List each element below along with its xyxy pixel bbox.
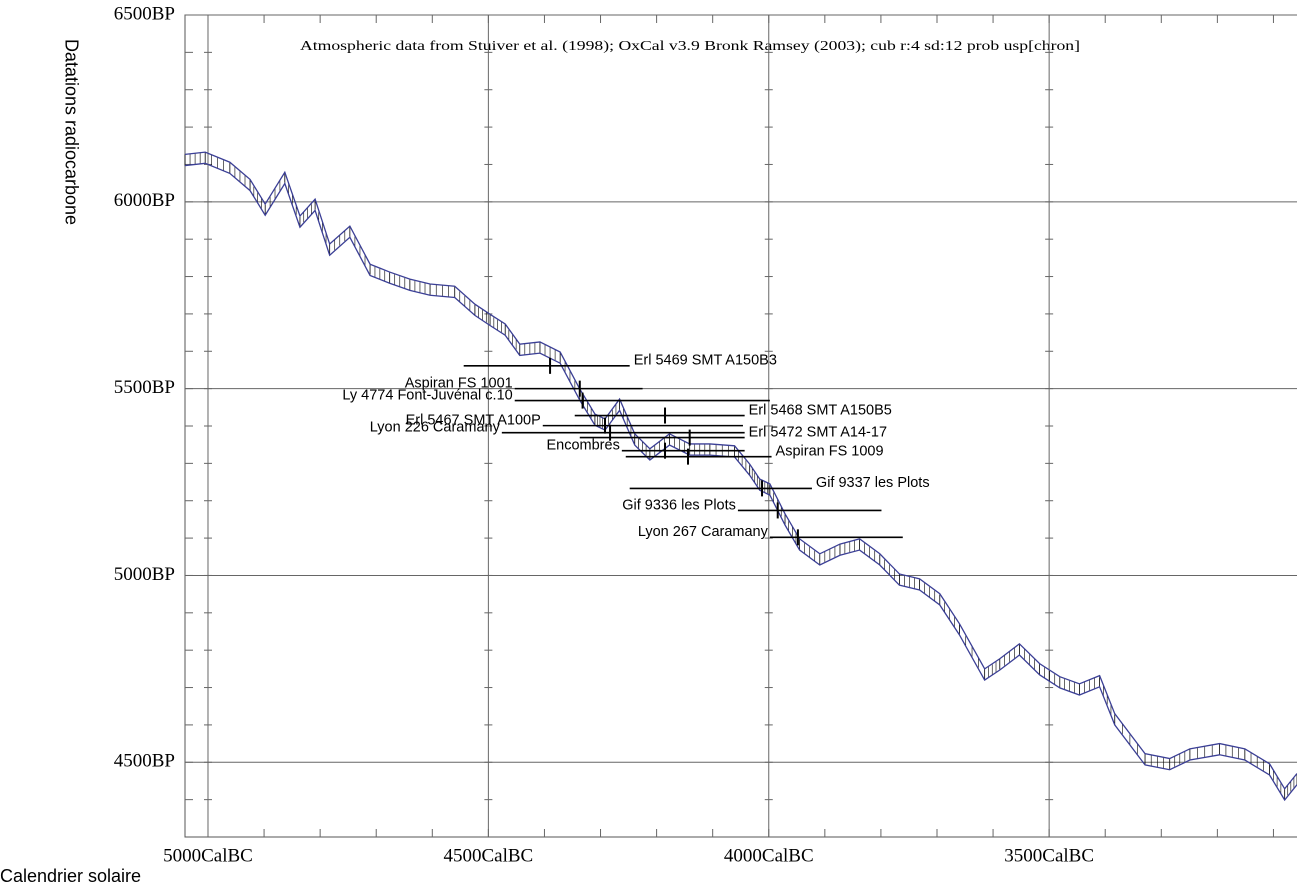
sample-label: Aspiran FS 1001	[405, 375, 513, 391]
x-tick-label: 3500CalBC	[1004, 845, 1094, 866]
y-axis-title: Datations radiocarbone	[61, 39, 81, 225]
curve-lower	[184, 162, 1297, 802]
y-tick-label: 6500BP	[114, 3, 175, 24]
x-tick-label: 5000CalBC	[163, 845, 253, 866]
curve-upper	[184, 151, 1297, 790]
x-tick-label: 4500CalBC	[444, 845, 534, 866]
annotation: Atmospheric data from Stuiver et al. (19…	[300, 38, 1080, 53]
sample-label: Ly 4774 Font-Juvénal c.10	[342, 387, 512, 403]
y-tick-label: 4500BP	[114, 751, 175, 772]
sample-label: Lyon 226 Caramany	[370, 420, 501, 436]
sample-label: Encombres	[546, 437, 619, 453]
sample-label: Lyon 267 Caramany	[638, 524, 769, 540]
sample-label: Erl 5472 SMT A14-17	[749, 424, 887, 440]
y-tick-label: 6000BP	[114, 190, 175, 211]
sample-label: Erl 5469 SMT A150B3	[634, 353, 777, 369]
y-tick-label: 5000BP	[114, 564, 175, 585]
sample-label: Erl 5468 SMT A150B5	[749, 402, 892, 418]
sample-label: Erl 5467 SMT A100P	[406, 412, 541, 428]
x-axis-title: Calendrier solaire	[0, 866, 141, 886]
x-tick-label: 4000CalBC	[724, 845, 814, 866]
y-tick-label: 5500BP	[114, 377, 175, 398]
sample-label: Gif 9336 les Plots	[622, 497, 736, 513]
sample-label: Aspiran FS 1009	[776, 443, 884, 459]
sample-label: Gif 9337 les Plots	[816, 475, 930, 491]
